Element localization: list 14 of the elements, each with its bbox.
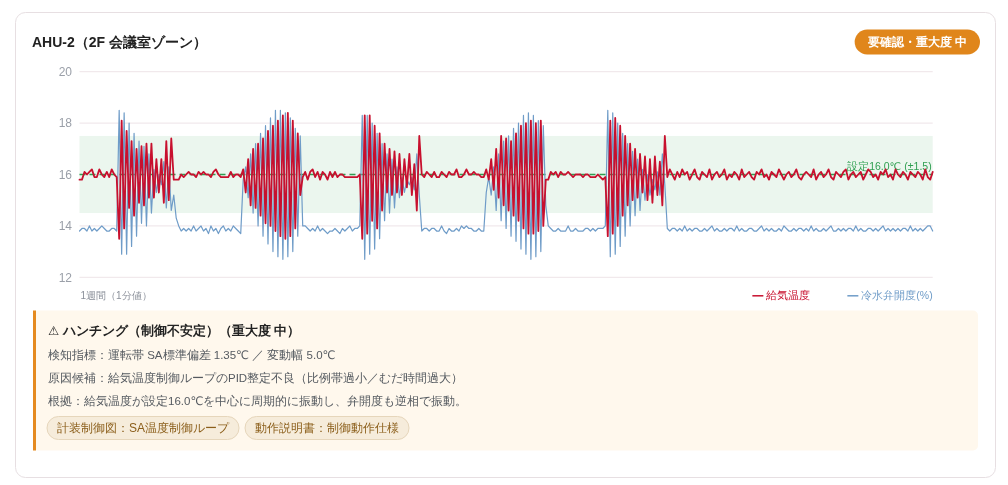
card-tag-text: 動作説明書：制御動作仕様 (255, 421, 399, 435)
y-tick-label: 16 (58, 167, 72, 182)
x-axis-title: 1週間（1分値） (80, 290, 152, 302)
card-tag-text: 計装制御図：SA温度制御ループ (57, 421, 229, 435)
title: AHU-2（2F 会議室ゾーン） (32, 34, 207, 50)
y-tick-label: 18 (58, 116, 72, 131)
card-heading: ⚠ ハンチング（制御不安定）（重大度 中） (48, 324, 301, 338)
card-line: 検知指標：運転帯 SA標準偏差 1.35℃ ／ 変動幅 5.0℃ (48, 349, 336, 361)
y-tick-label: 20 (58, 64, 72, 79)
badge-text: 要確認・重大度 中 (867, 35, 967, 50)
y-tick-label: 12 (58, 270, 72, 285)
y-tick-label: 14 (58, 219, 72, 234)
card-line: 原因候補：給気温度制御ループのPID整定不良（比例帯過小／むだ時間過大） (48, 372, 464, 384)
card-line: 根拠：給気温度が設定16.0℃を中心に周期的に振動し、弁開度も逆相で振動。 (48, 395, 468, 407)
